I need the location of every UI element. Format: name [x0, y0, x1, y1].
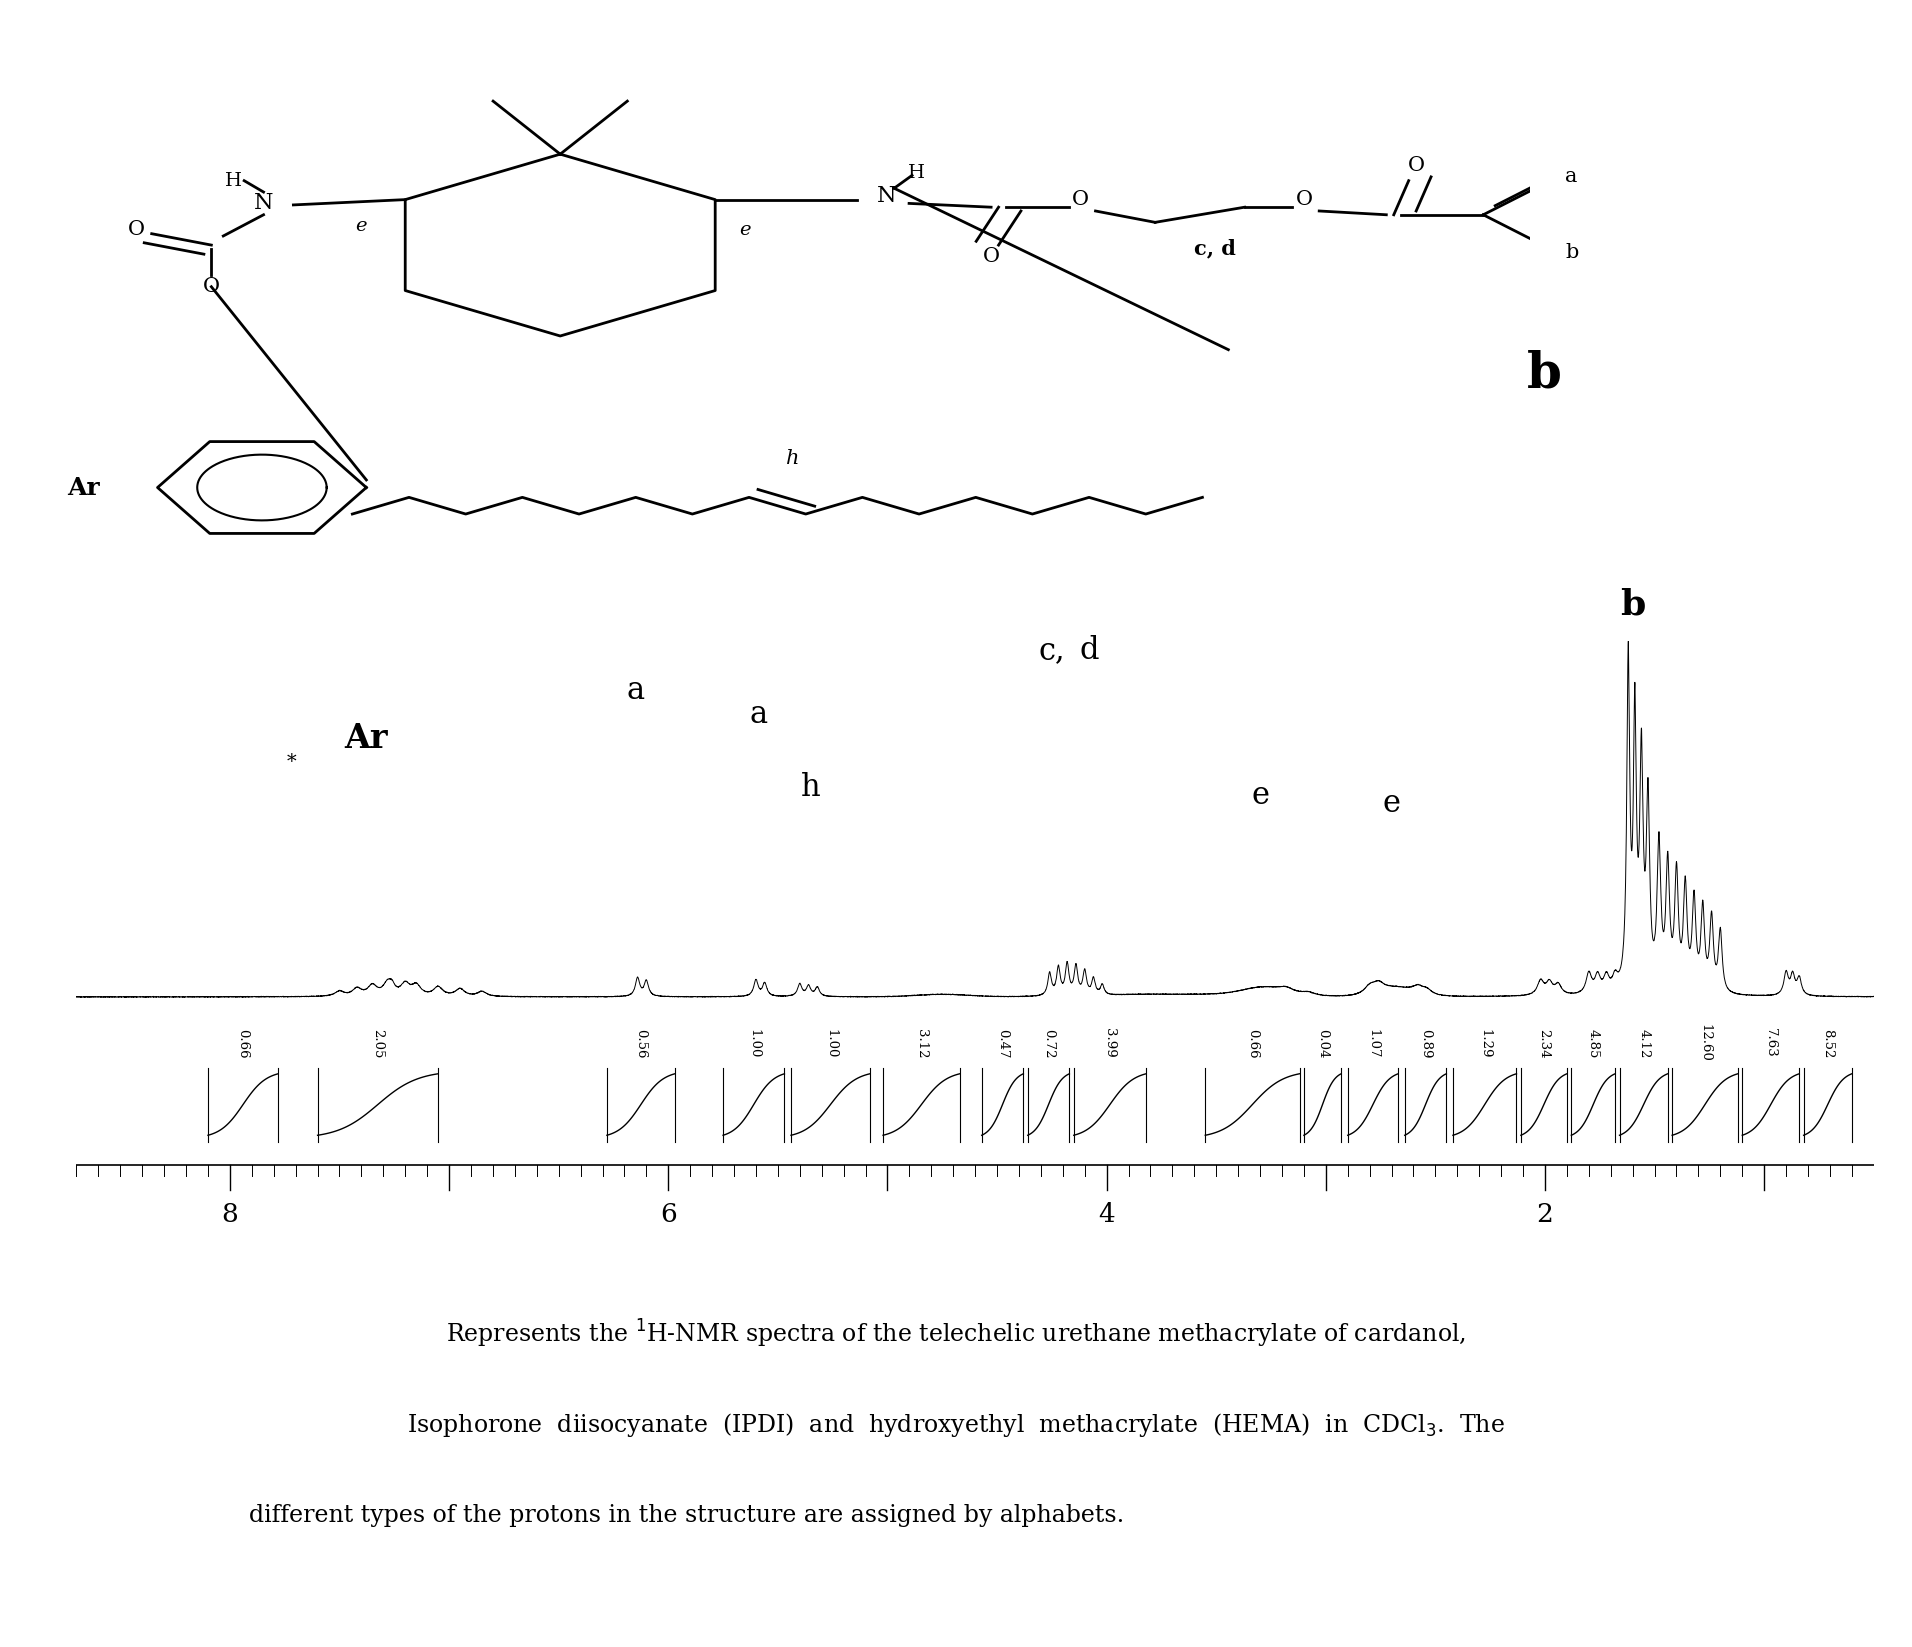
Text: b: b	[1526, 349, 1562, 399]
Text: e: e	[1250, 781, 1270, 810]
Text: 12.60: 12.60	[1698, 1024, 1711, 1062]
Text: 0.89: 0.89	[1419, 1029, 1432, 1057]
Text: c,: c,	[1038, 634, 1065, 665]
Text: Ar: Ar	[344, 721, 388, 754]
Text: b: b	[1619, 588, 1646, 621]
Text: 3.99: 3.99	[1103, 1028, 1117, 1059]
Text: O: O	[1073, 189, 1090, 209]
Text: *: *	[287, 753, 296, 771]
Text: O: O	[128, 221, 145, 239]
Text: h: h	[786, 450, 799, 468]
Text: 0.04: 0.04	[1315, 1029, 1329, 1057]
Text: b: b	[1566, 244, 1579, 262]
Text: 0.72: 0.72	[1042, 1029, 1055, 1057]
Text: Ar: Ar	[67, 476, 99, 499]
Text: 4.85: 4.85	[1587, 1029, 1600, 1057]
Text: 1.00: 1.00	[824, 1029, 837, 1057]
Text: e: e	[740, 221, 751, 239]
Text: O: O	[1296, 189, 1314, 209]
Text: 8: 8	[222, 1202, 239, 1227]
Text: a: a	[750, 700, 767, 730]
Text: N: N	[878, 184, 897, 208]
Text: 1.29: 1.29	[1478, 1029, 1491, 1057]
Text: N: N	[254, 193, 273, 214]
Text: 0.47: 0.47	[996, 1029, 1010, 1057]
Text: 1.07: 1.07	[1367, 1029, 1379, 1057]
Text: a: a	[1566, 168, 1577, 186]
Text: 6: 6	[660, 1202, 677, 1227]
Text: 0.66: 0.66	[237, 1029, 250, 1057]
Text: e: e	[1382, 789, 1401, 819]
Text: 2.34: 2.34	[1537, 1029, 1551, 1057]
Text: a: a	[627, 675, 644, 707]
Text: 2.05: 2.05	[371, 1029, 384, 1057]
Text: Represents the $^{1}$H-NMR spectra of the telechelic urethane methacrylate of ca: Represents the $^{1}$H-NMR spectra of th…	[445, 1318, 1467, 1351]
Text: d: d	[1080, 634, 1099, 665]
Text: 8.52: 8.52	[1822, 1029, 1834, 1057]
Text: H: H	[226, 171, 243, 189]
Text: 7.63: 7.63	[1765, 1028, 1778, 1059]
Text: 4: 4	[1097, 1202, 1115, 1227]
Text: O: O	[203, 277, 220, 296]
Text: O: O	[1407, 156, 1424, 175]
Text: 4.12: 4.12	[1637, 1029, 1650, 1057]
Text: h: h	[801, 772, 820, 804]
Text: c, d: c, d	[1193, 239, 1235, 259]
Text: 2: 2	[1537, 1202, 1553, 1227]
Text: Isophorone  diisocyanate  (IPDI)  and  hydroxyethyl  methacrylate  (HEMA)  in  C: Isophorone diisocyanate (IPDI) and hydro…	[407, 1410, 1505, 1439]
Text: different types of the protons in the structure are assigned by alphabets.: different types of the protons in the st…	[249, 1504, 1124, 1527]
Text: H: H	[908, 165, 925, 183]
Text: 0.66: 0.66	[1247, 1029, 1258, 1057]
Text: 3.12: 3.12	[916, 1029, 927, 1057]
Text: O: O	[983, 247, 1000, 265]
Text: 1.00: 1.00	[748, 1029, 761, 1057]
Text: 0.56: 0.56	[635, 1029, 648, 1057]
Text: e: e	[356, 217, 367, 236]
